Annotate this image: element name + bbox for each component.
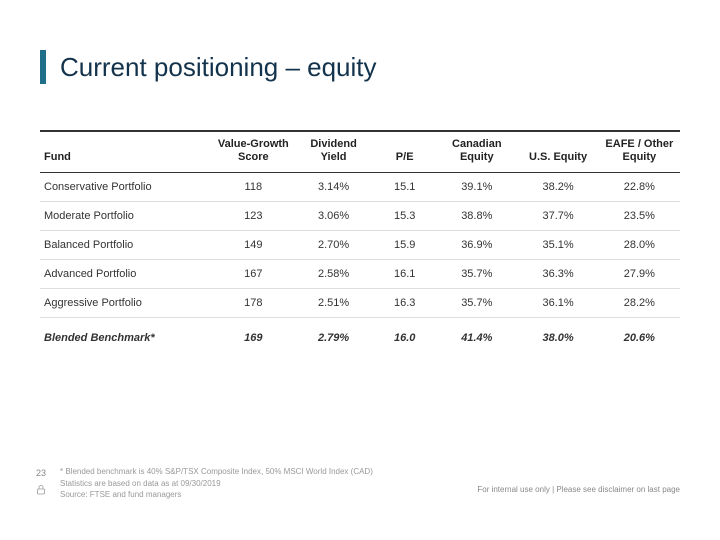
page-title: Current positioning – equity [60, 52, 377, 83]
table-cell: 41.4% [436, 318, 517, 353]
table-cell: 39.1% [436, 173, 517, 202]
table-cell: 36.9% [436, 231, 517, 260]
table-cell: 38.2% [517, 173, 598, 202]
page-number: 23 [36, 468, 46, 478]
table-cell: 178 [213, 289, 294, 318]
table-cell: 169 [213, 318, 294, 353]
table-cell: 28.2% [599, 289, 680, 318]
table-row: Conservative Portfolio1183.14%15.139.1%3… [40, 173, 680, 202]
table-cell: 22.8% [599, 173, 680, 202]
footnote-line: Source: FTSE and fund managers [60, 489, 373, 500]
col-us-eq: U.S. Equity [517, 131, 598, 173]
table-cell: 28.0% [599, 231, 680, 260]
table-cell: 27.9% [599, 260, 680, 289]
footnotes: * Blended benchmark is 40% S&P/TSX Compo… [60, 466, 373, 500]
table-cell: 149 [213, 231, 294, 260]
table-cell: Aggressive Portfolio [40, 289, 213, 318]
table-body: Conservative Portfolio1183.14%15.139.1%3… [40, 173, 680, 353]
table-cell: Balanced Portfolio [40, 231, 213, 260]
table-cell: 35.7% [436, 289, 517, 318]
table-cell: 36.3% [517, 260, 598, 289]
table-header-row: Fund Value-Growth Score Dividend Yield P… [40, 131, 680, 173]
col-cad-eq: Canadian Equity [436, 131, 517, 173]
table-row: Moderate Portfolio1233.06%15.338.8%37.7%… [40, 202, 680, 231]
table-cell: 23.5% [599, 202, 680, 231]
table-cell: 3.14% [294, 173, 373, 202]
table-cell: 35.1% [517, 231, 598, 260]
table-cell: 16.0 [373, 318, 436, 353]
col-div-yield: Dividend Yield [294, 131, 373, 173]
title-bar: Current positioning – equity [40, 50, 377, 84]
title-accent [40, 50, 46, 84]
lock-icon [36, 482, 46, 492]
table-cell: 38.8% [436, 202, 517, 231]
table-row: Advanced Portfolio1672.58%16.135.7%36.3%… [40, 260, 680, 289]
table-cell: 2.51% [294, 289, 373, 318]
table-cell: Advanced Portfolio [40, 260, 213, 289]
table-cell: Moderate Portfolio [40, 202, 213, 231]
table-row: Aggressive Portfolio1782.51%16.335.7%36.… [40, 289, 680, 318]
col-fund: Fund [40, 131, 213, 173]
col-vg-score: Value-Growth Score [213, 131, 294, 173]
table-cell: 2.70% [294, 231, 373, 260]
table-cell: Conservative Portfolio [40, 173, 213, 202]
table-cell: 16.3 [373, 289, 436, 318]
table-cell: 16.1 [373, 260, 436, 289]
table-cell: 38.0% [517, 318, 598, 353]
equity-table: Fund Value-Growth Score Dividend Yield P… [40, 130, 680, 352]
table-cell: Blended Benchmark* [40, 318, 213, 353]
table-cell: 20.6% [599, 318, 680, 353]
slide: { "title": "Current positioning – equity… [0, 0, 720, 540]
table-cell: 15.9 [373, 231, 436, 260]
table-cell: 2.58% [294, 260, 373, 289]
footnote-line: * Blended benchmark is 40% S&P/TSX Compo… [60, 466, 373, 477]
table-cell: 15.3 [373, 202, 436, 231]
table-cell: 118 [213, 173, 294, 202]
table-cell: 3.06% [294, 202, 373, 231]
disclaimer-text: For internal use only | Please see discl… [477, 485, 680, 494]
col-eafe-eq: EAFE / Other Equity [599, 131, 680, 173]
table-cell: 35.7% [436, 260, 517, 289]
col-pe: P/E [373, 131, 436, 173]
table-cell: 36.1% [517, 289, 598, 318]
table-cell: 123 [213, 202, 294, 231]
table-cell: 15.1 [373, 173, 436, 202]
table-row: Balanced Portfolio1492.70%15.936.9%35.1%… [40, 231, 680, 260]
table-cell: 167 [213, 260, 294, 289]
table-cell: 37.7% [517, 202, 598, 231]
benchmark-row: Blended Benchmark*1692.79%16.041.4%38.0%… [40, 318, 680, 353]
table-cell: 2.79% [294, 318, 373, 353]
footnote-line: Statistics are based on data as at 09/30… [60, 478, 373, 489]
